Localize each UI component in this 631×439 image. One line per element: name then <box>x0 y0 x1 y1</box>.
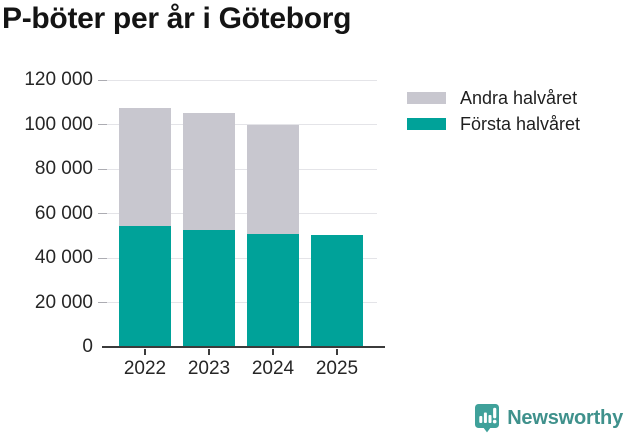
y-axis-tick-mark <box>98 79 107 81</box>
x-axis-tick-label: 2023 <box>187 358 231 379</box>
y-axis-tick-label: 20 000 <box>34 291 93 313</box>
y-axis-tick-mark <box>98 302 107 303</box>
plot-area: 0 20 000 40 000 60 000 80 000 100 000 120 000 2… <box>24 70 385 379</box>
newsworthy-logo[interactable]: Newsworthy <box>474 403 623 433</box>
y-axis-tick-mark <box>98 124 107 125</box>
y-axis-tick-label: 80 000 <box>34 158 93 179</box>
x-axis-tick-label: 2025 <box>315 358 359 379</box>
x-axis-tick-mark <box>336 349 338 355</box>
gridline <box>104 257 377 259</box>
legend-item-forsta-halvaret: Första halvåret <box>407 113 581 134</box>
y-axis-tick-label: 60 000 <box>34 202 93 224</box>
gridline <box>104 168 377 170</box>
y-axis-tick-label: 40 000 <box>34 247 93 268</box>
legend-item-andra-halvaret: Andra halvåret <box>407 87 580 108</box>
gridline <box>104 124 377 125</box>
bar-segment-forsta-halvaret-2022 <box>119 225 171 347</box>
y-axis-tick-mark <box>98 213 107 214</box>
chart-title: P-böter per år i Göteborg <box>2 2 352 35</box>
gridline <box>104 302 377 303</box>
legend-swatch-forsta-halvaret <box>407 118 446 130</box>
legend-label: Första halvåret <box>460 113 581 134</box>
legend: Andra halvåret Första halvåret <box>407 87 581 134</box>
x-axis-line <box>102 346 385 348</box>
legend-label: Andra halvåret <box>460 87 578 108</box>
legend-swatch-andra-halvaret <box>407 92 446 104</box>
gridline <box>104 79 377 81</box>
bar-chart-pin-icon <box>474 403 500 433</box>
bar-segment-andra-halvaret-2022 <box>119 107 171 226</box>
y-axis-tick-mark <box>98 257 107 259</box>
bar-segment-forsta-halvaret-2023 <box>183 230 235 347</box>
y-axis-tick-label: 100 000 <box>24 113 93 135</box>
x-axis-tick-mark <box>272 349 274 355</box>
x-axis-tick-mark <box>144 349 146 355</box>
bar-segment-andra-halvaret-2023 <box>183 113 235 231</box>
x-axis-tick-mark <box>208 349 210 355</box>
gridline <box>104 213 377 214</box>
bar-segment-andra-halvaret-2024 <box>247 124 299 234</box>
y-axis-tick-label: 120 000 <box>24 69 93 90</box>
brand-name: Newsworthy <box>507 406 623 429</box>
bar-segment-forsta-halvaret-2024 <box>247 233 299 347</box>
x-axis-tick-label: 2022 <box>123 358 167 379</box>
x-axis-tick-label: 2024 <box>251 358 295 379</box>
bar-segment-forsta-halvaret-2025 <box>311 234 363 347</box>
y-axis-tick-mark <box>98 168 107 170</box>
y-axis-tick-label: 0 <box>82 336 93 357</box>
